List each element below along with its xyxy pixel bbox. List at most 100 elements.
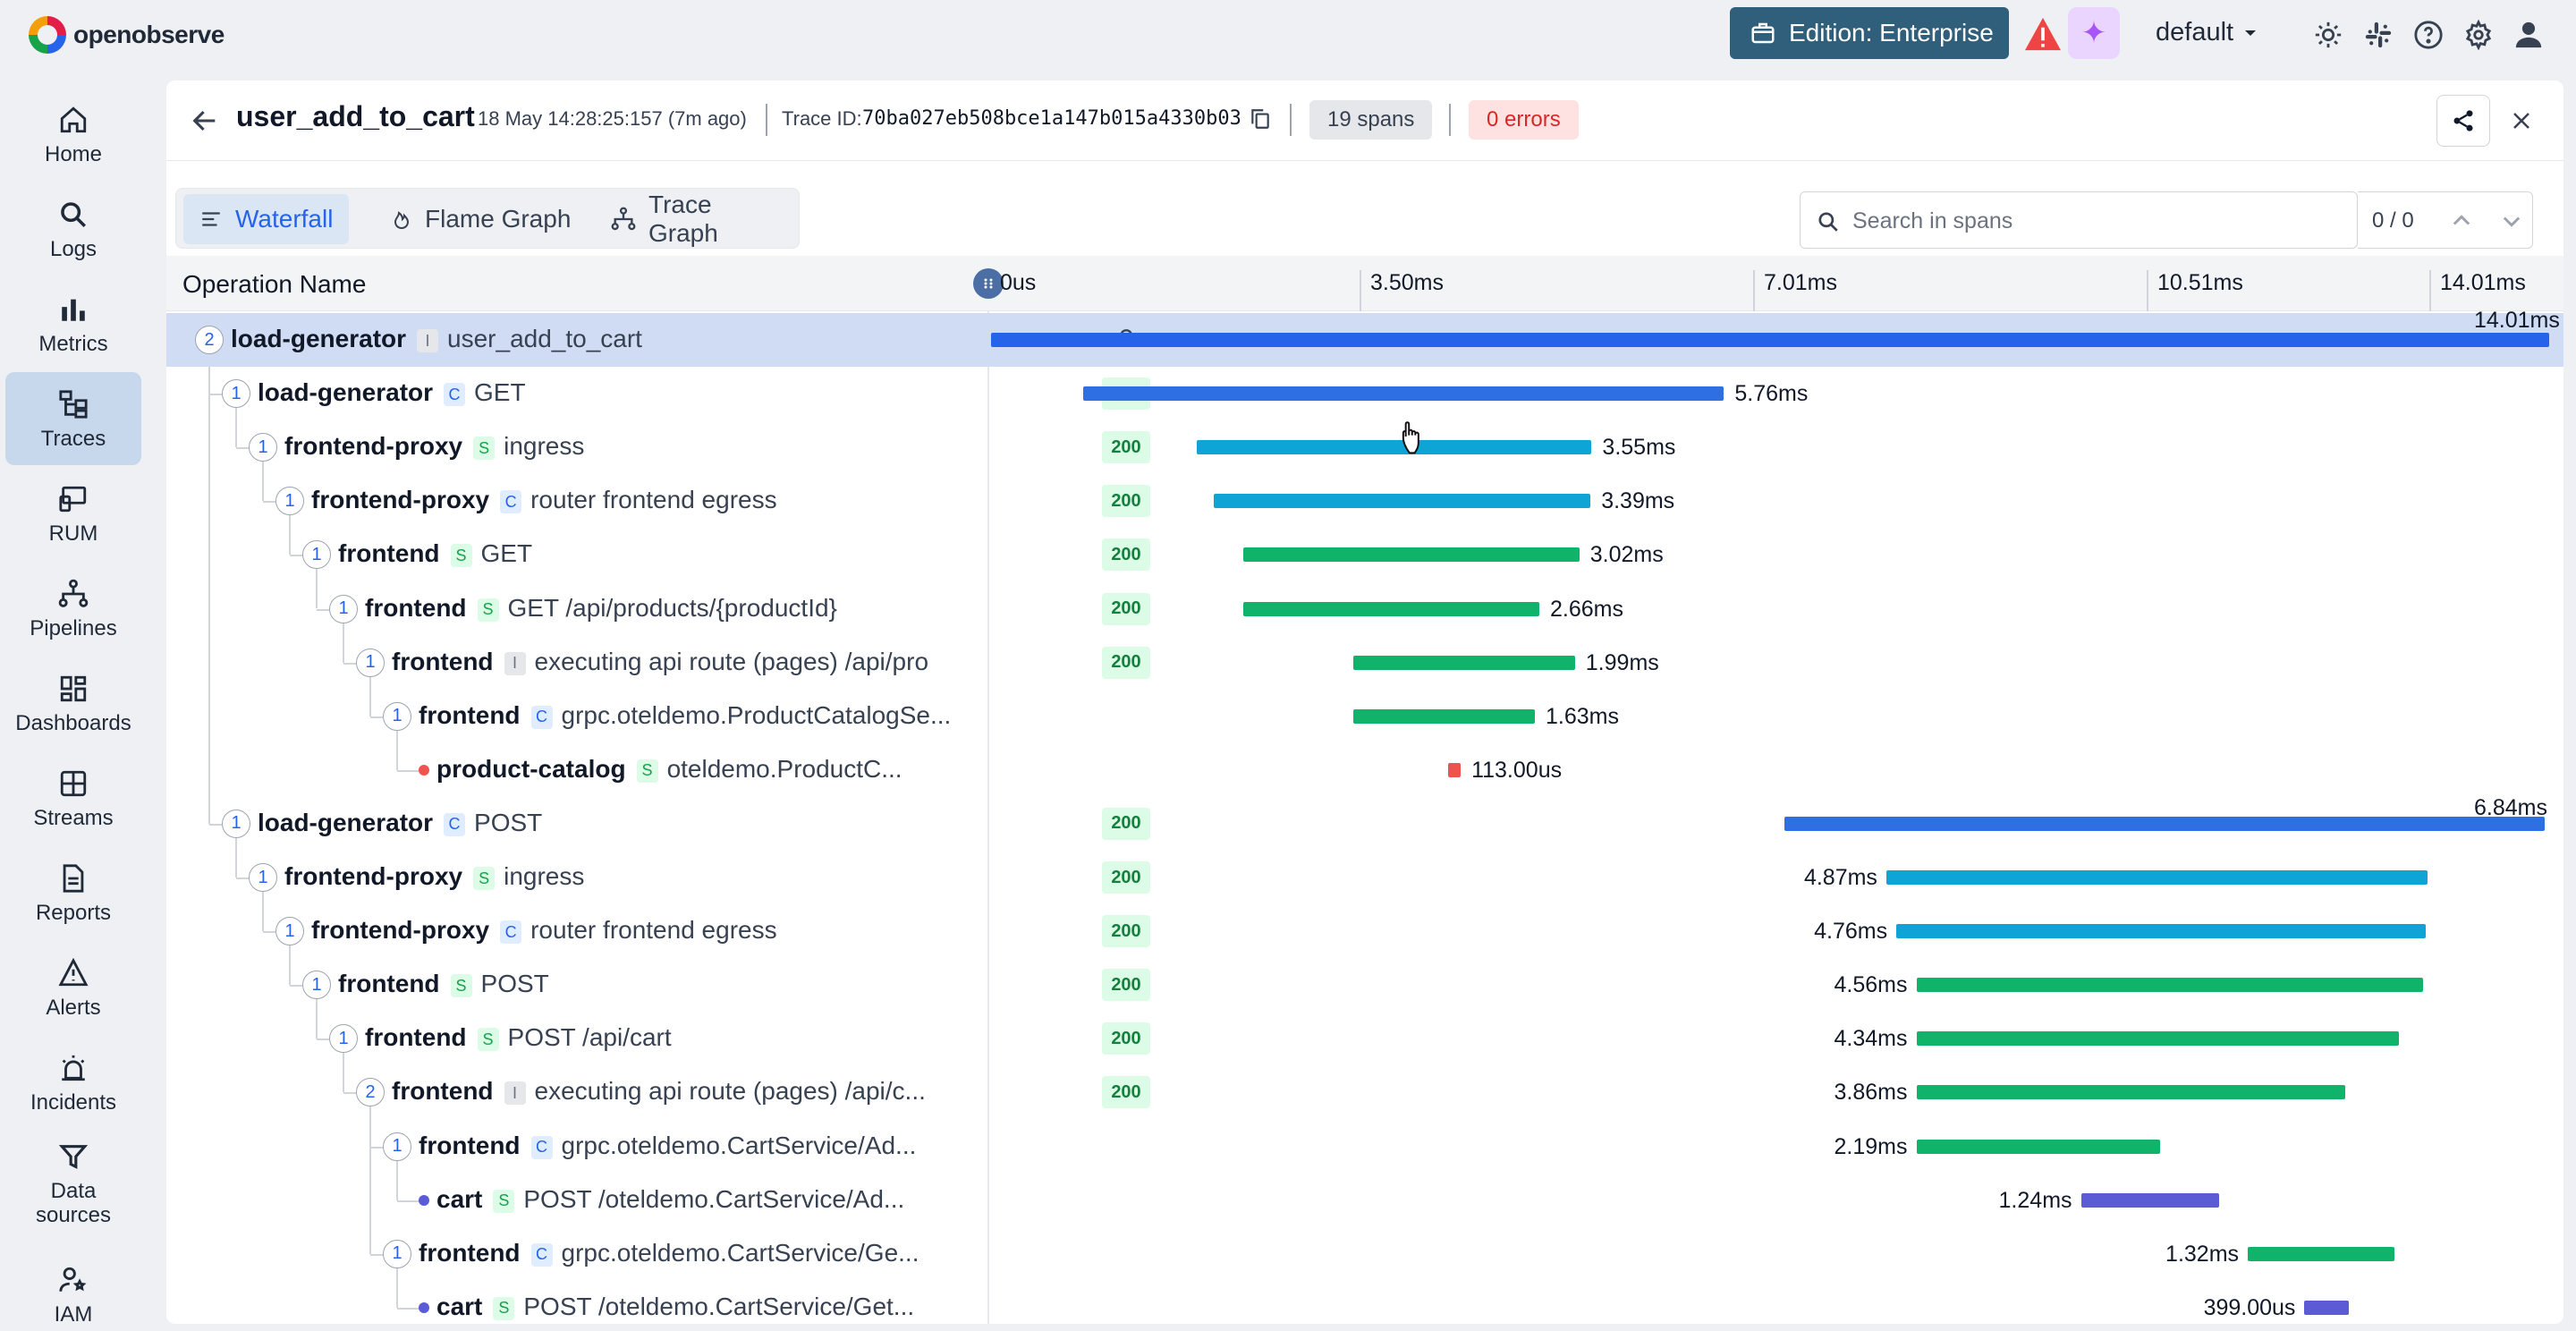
service-name: product-catalog: [436, 754, 626, 783]
span-duration-bar[interactable]: [2248, 1246, 2395, 1261]
org-selector[interactable]: default: [2156, 18, 2257, 47]
sidebar-item-logs[interactable]: Logs: [5, 182, 141, 276]
tab-trace-graph[interactable]: Trace Graph: [595, 191, 799, 247]
column-resize-handle[interactable]: [973, 268, 1004, 299]
span-duration-bar[interactable]: [1353, 708, 1536, 724]
child-count-badge[interactable]: 1: [222, 379, 250, 409]
tree-connector: [289, 945, 291, 986]
span-row[interactable]: cart S POST /oteldemo.CartService/Get... 39…: [166, 1281, 2563, 1324]
span-duration-bar[interactable]: [2080, 1192, 2219, 1208]
help-icon: [2414, 21, 2443, 49]
child-count-badge[interactable]: 1: [222, 809, 250, 838]
settings-button[interactable]: [2462, 18, 2496, 52]
sidebar-item-data-sources[interactable]: Data sources: [5, 1131, 141, 1236]
share-button[interactable]: [2436, 95, 2490, 147]
span-duration-bar[interactable]: [1896, 924, 2426, 939]
span-row[interactable]: 1 frontend S POST 200 4.56ms: [166, 958, 2563, 1012]
sidebar-item-iam[interactable]: IAM: [5, 1252, 141, 1331]
child-count-badge[interactable]: 1: [275, 917, 304, 946]
child-count-badge[interactable]: 1: [275, 487, 304, 516]
back-arrow-icon[interactable]: [190, 106, 220, 136]
span-kind-badge: C: [444, 383, 466, 407]
span-row[interactable]: 1 frontend S GET /api/products/{productId} 2…: [166, 582, 2563, 636]
child-count-badge[interactable]: 1: [383, 1239, 411, 1268]
span-row[interactable]: 1 load-generator C POST 200 6.84ms: [166, 795, 2563, 851]
span-duration-bar[interactable]: [1243, 547, 1580, 563]
user-menu-button[interactable]: [2512, 18, 2546, 52]
warning-icon[interactable]: [2023, 16, 2063, 52]
slack-button[interactable]: [2361, 18, 2395, 52]
child-count-badge[interactable]: 1: [249, 433, 277, 462]
span-duration-bar[interactable]: [1916, 1085, 2346, 1100]
child-count-badge[interactable]: 1: [329, 594, 358, 623]
child-count-badge[interactable]: 2: [356, 1078, 385, 1107]
chevron-up-icon[interactable]: [2449, 208, 2474, 233]
sidebar-item-dashboards[interactable]: Dashboards: [5, 657, 141, 750]
trace-id-value: 70ba027eb508bce1a147b015a4330b03: [862, 107, 1241, 130]
span-duration-bar[interactable]: [1916, 1139, 2160, 1154]
span-duration-bar[interactable]: [1916, 978, 2424, 993]
sidebar-item-label: Logs: [49, 236, 97, 261]
tab-flame-graph[interactable]: Flame Graph: [375, 194, 587, 244]
chevron-down-icon[interactable]: [2499, 208, 2524, 233]
child-count-badge[interactable]: 1: [383, 701, 411, 731]
sidebar-item-reports[interactable]: Reports: [5, 846, 141, 939]
theme-toggle-button[interactable]: [2311, 18, 2345, 52]
sidebar-item-home[interactable]: Home: [5, 88, 141, 181]
span-duration-bar[interactable]: [1885, 870, 2428, 885]
sidebar-item-pipelines[interactable]: Pipelines: [5, 562, 141, 655]
sidebar-item-traces[interactable]: Traces: [5, 372, 141, 465]
child-count-badge[interactable]: 1: [302, 540, 331, 570]
child-count-badge[interactable]: 1: [383, 1132, 411, 1161]
sidebar-item-incidents[interactable]: Incidents: [5, 1036, 141, 1129]
span-duration-bar[interactable]: [991, 333, 2549, 347]
sidebar-item-streams[interactable]: Streams: [5, 751, 141, 844]
sidebar-item-alerts[interactable]: Alerts: [5, 941, 141, 1034]
span-row[interactable]: 1 frontend S POST /api/cart 200 4.34ms: [166, 1012, 2563, 1065]
operation-name: POST: [480, 970, 549, 998]
child-count-badge[interactable]: 1: [329, 1024, 358, 1054]
copy-icon[interactable]: [1249, 107, 1272, 131]
span-row[interactable]: cart S POST /oteldemo.CartService/Ad... 1.2…: [166, 1174, 2563, 1227]
edition-button[interactable]: Edition: Enterprise: [1730, 7, 2009, 59]
span-duration-bar[interactable]: [1243, 601, 1539, 616]
child-count-badge[interactable]: 1: [249, 863, 277, 892]
trace-header: user_add_to_cart 18 May 14:28:25:157 (7m…: [166, 81, 2563, 161]
operation-name: GET: [480, 539, 533, 568]
child-count-badge[interactable]: 2: [195, 326, 224, 354]
app-logo[interactable]: openobserve: [29, 16, 225, 54]
child-count-badge[interactable]: 1: [302, 971, 331, 1000]
sidebar-item-label: Home: [44, 141, 103, 166]
column-divider: [987, 311, 989, 1324]
span-duration-bar[interactable]: [1448, 762, 1462, 777]
span-search-input[interactable]: [1852, 205, 2335, 237]
child-count-badge[interactable]: 1: [356, 648, 385, 677]
span-duration-bar[interactable]: [1197, 440, 1592, 455]
help-button[interactable]: [2411, 18, 2445, 52]
tab-waterfall[interactable]: Waterfall: [183, 194, 350, 244]
sidebar-item-metrics[interactable]: Metrics: [5, 277, 141, 370]
operation-name: grpc.oteldemo.CartService/Ad...: [561, 1131, 917, 1159]
span-duration-bar[interactable]: [2304, 1300, 2350, 1315]
sidebar-item-rum[interactable]: RUM: [5, 467, 141, 560]
span-row[interactable]: 1 frontend S GET 200 3.02ms: [166, 528, 2563, 581]
span-duration-bar[interactable]: [1784, 816, 2545, 831]
span-duration-bar[interactable]: [1213, 494, 1591, 509]
close-button[interactable]: [2504, 104, 2538, 138]
ai-assistant-button[interactable]: ✦: [2068, 7, 2120, 59]
span-duration-bar[interactable]: [1353, 655, 1575, 670]
span-duration-bar[interactable]: [1083, 386, 1724, 402]
span-duration-bar[interactable]: [1916, 1031, 2400, 1047]
